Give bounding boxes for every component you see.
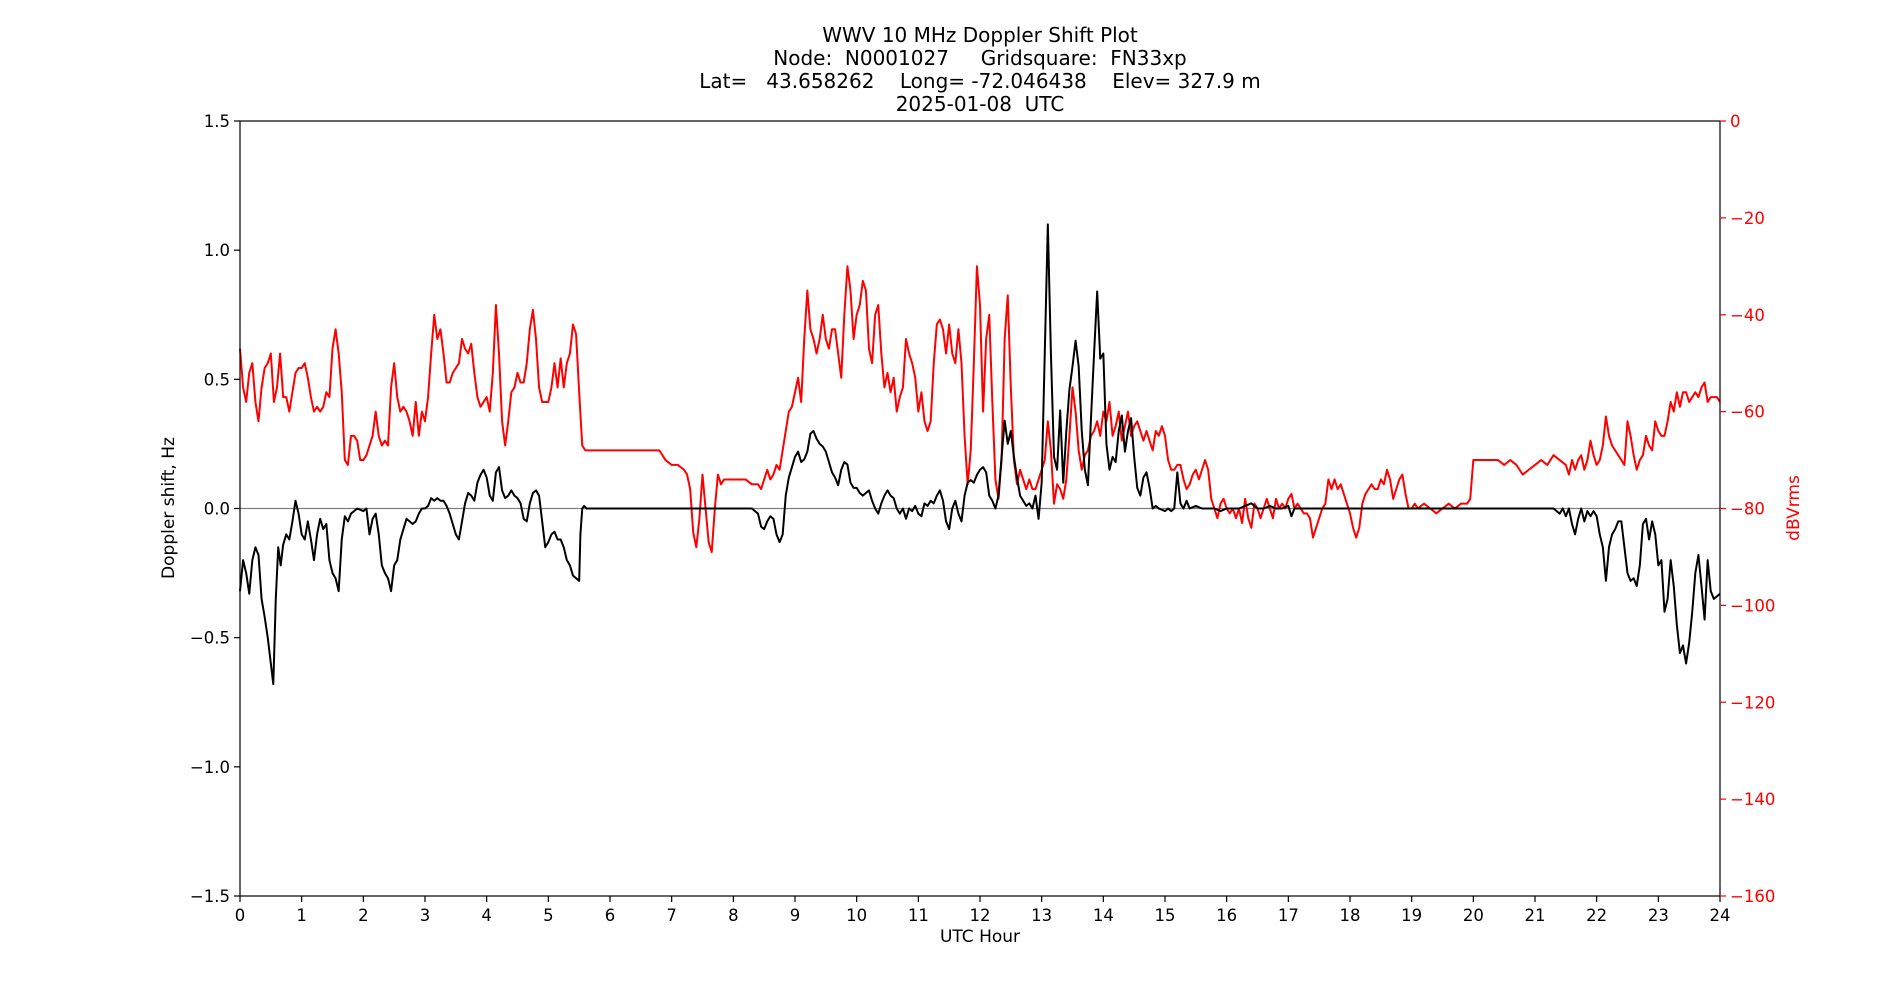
y-right-tick-label: −160 <box>1730 887 1775 906</box>
x-tick-label: 0 <box>235 906 246 925</box>
x-axis: 0 1 2 3 4 5 6 7 8 9 10 11 12 13 14 15 16 17 18 19 20 21 22 23 24 <box>235 896 1731 925</box>
y-axis-right: 0 −20 −40 −60 −80 −100 −120 −140 −160 <box>1720 112 1775 906</box>
y-axis-left: 1.5 1.0 0.5 0.0 −0.5 −1.0 −1.5 <box>190 112 240 906</box>
y-right-tick-label: −20 <box>1730 209 1765 228</box>
x-tick-label: 10 <box>846 906 867 925</box>
y-right-tick-label: −140 <box>1730 790 1775 809</box>
x-axis-label: UTC Hour <box>940 927 1020 947</box>
x-tick-label: 9 <box>790 906 801 925</box>
y-right-tick-label: −40 <box>1730 306 1765 325</box>
x-tick-label: 15 <box>1155 906 1176 925</box>
x-tick-label: 3 <box>420 906 431 925</box>
y-right-tick-label: −60 <box>1730 403 1765 422</box>
y-axis-left-label: Doppler shift, Hz <box>159 437 179 579</box>
y-left-tick-label: −1.5 <box>190 887 230 906</box>
y-left-tick-label: −1.0 <box>190 758 230 777</box>
y-right-tick-label: 0 <box>1730 112 1741 131</box>
y-left-tick-label: 1.5 <box>204 112 230 131</box>
y-axis-right-label: dBVrms <box>1784 475 1804 541</box>
x-tick-label: 5 <box>543 906 554 925</box>
x-tick-label: 23 <box>1648 906 1669 925</box>
x-tick-label: 18 <box>1340 906 1361 925</box>
x-tick-label: 2 <box>358 906 369 925</box>
x-tick-label: 6 <box>605 906 616 925</box>
y-left-tick-label: 0.0 <box>204 500 230 519</box>
title-line-1: WWV 10 MHz Doppler Shift Plot <box>822 23 1138 47</box>
x-tick-label: 11 <box>908 906 929 925</box>
title-line-3: Lat= 43.658262 Long= -72.046438 Elev= 32… <box>699 69 1261 93</box>
x-tick-label: 16 <box>1216 906 1237 925</box>
x-tick-label: 7 <box>666 906 677 925</box>
y-left-tick-label: 1.0 <box>204 241 230 260</box>
x-tick-label: 8 <box>728 906 739 925</box>
x-tick-label: 4 <box>481 906 492 925</box>
chart-title: WWV 10 MHz Doppler Shift Plot Node: N000… <box>699 23 1261 116</box>
x-tick-label: 17 <box>1278 906 1299 925</box>
x-tick-label: 19 <box>1401 906 1422 925</box>
y-right-tick-label: −80 <box>1730 500 1765 519</box>
y-left-tick-label: −0.5 <box>190 629 230 648</box>
y-right-tick-label: −120 <box>1730 693 1775 712</box>
x-tick-label: 12 <box>970 906 991 925</box>
x-tick-label: 1 <box>296 906 307 925</box>
title-line-4: 2025-01-08 UTC <box>896 92 1065 116</box>
y-right-tick-label: −100 <box>1730 596 1775 615</box>
x-tick-label: 22 <box>1586 906 1607 925</box>
title-line-2: Node: N0001027 Gridsquare: FN33xp <box>773 46 1186 70</box>
doppler-shift-series-line <box>239 223 1721 686</box>
signal-power-series-line <box>239 265 1721 554</box>
y-left-tick-label: 0.5 <box>204 370 230 389</box>
x-tick-label: 21 <box>1525 906 1546 925</box>
x-tick-label: 14 <box>1093 906 1114 925</box>
x-tick-label: 24 <box>1710 906 1731 925</box>
x-tick-label: 13 <box>1031 906 1052 925</box>
x-tick-label: 20 <box>1463 906 1484 925</box>
